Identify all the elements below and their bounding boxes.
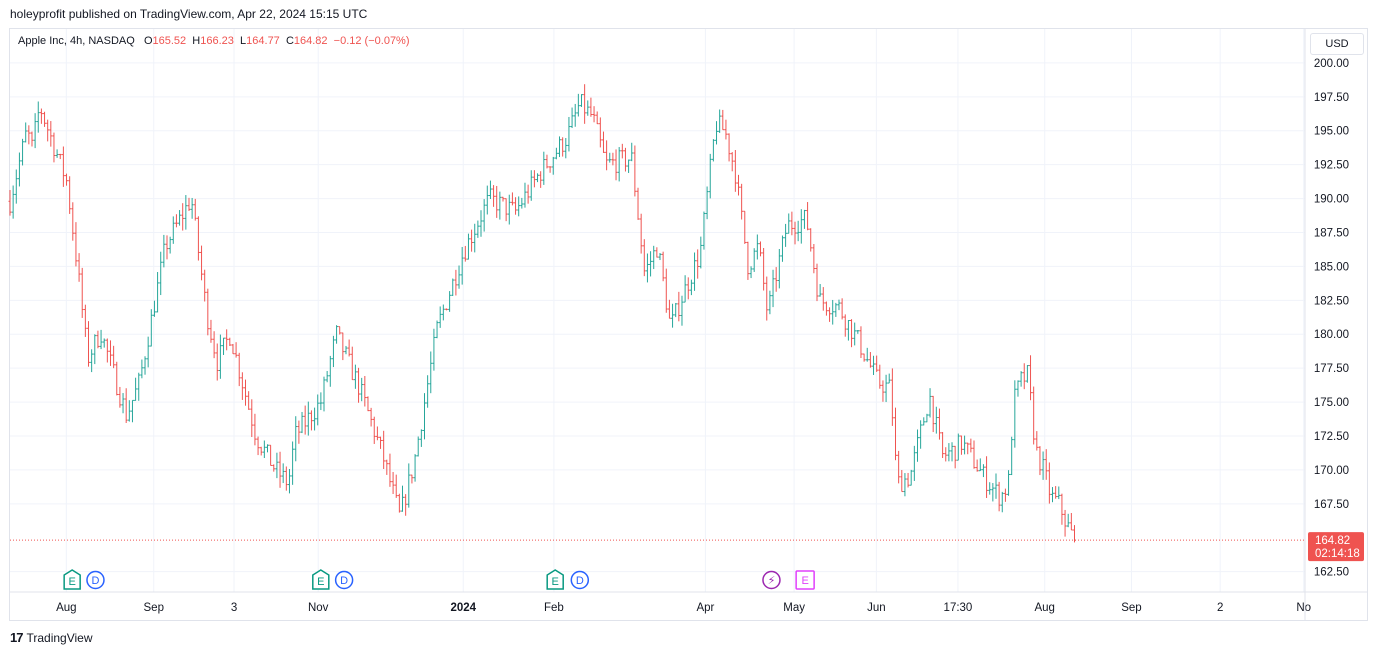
upcoming-earnings-marker-icon — [795, 570, 815, 590]
price-tick-label: 182.50 — [1314, 295, 1349, 307]
tradingview-footer[interactable]: 17 TradingView — [10, 630, 93, 645]
tradingview-logo-icon: 17 — [10, 630, 24, 645]
time-tick-label: 2 — [1217, 602, 1223, 614]
earnings-marker-label: E — [68, 576, 75, 588]
currency-button[interactable]: USD — [1310, 33, 1364, 55]
price-tick-label: 172.50 — [1314, 431, 1349, 443]
time-tick-label: Sep — [1121, 602, 1141, 614]
earnings-marker-label: E — [552, 576, 559, 588]
price-tick-label: 180.00 — [1314, 329, 1349, 341]
last-price-value: 164.82 — [1315, 535, 1350, 547]
price-tick-label: 167.50 — [1314, 499, 1349, 511]
dividend-marker-icon — [570, 570, 590, 590]
earnings-marker-icon — [312, 569, 330, 590]
price-tick-label: 195.00 — [1314, 126, 1349, 138]
time-tick-label: Aug — [1034, 602, 1054, 614]
earnings-marker-label: E — [317, 576, 324, 588]
price-tick-label: 177.50 — [1314, 363, 1349, 375]
open-value: 165.52 — [152, 35, 187, 47]
high-value: 166.23 — [200, 35, 234, 47]
dividend-marker-icon — [334, 570, 354, 590]
time-tick-label: Feb — [544, 602, 564, 614]
open-label: O — [143, 35, 153, 47]
split-marker-icon — [762, 570, 781, 590]
price-tick-label: 175.00 — [1314, 397, 1349, 409]
dividend-marker-label: D — [576, 575, 584, 587]
low-value: 164.77 — [246, 35, 280, 47]
time-tick-label: May — [783, 602, 805, 614]
chart-frame — [9, 28, 1368, 621]
countdown-timer: 02:14:18 — [1315, 548, 1360, 560]
low-label: L — [240, 35, 247, 47]
earnings-marker-icon — [63, 569, 81, 590]
time-tick-label: Sep — [144, 602, 164, 614]
close-value: 164.82 — [293, 35, 328, 47]
dividend-marker-icon — [86, 570, 105, 590]
time-tick-label: Nov — [308, 602, 329, 614]
dividend-marker-label: D — [91, 575, 99, 587]
change-value: −0.12 (−0.07%) — [333, 35, 410, 47]
split-marker-label: ⚡ — [768, 574, 776, 587]
price-tick-label: 162.50 — [1314, 567, 1349, 579]
time-tick-label: Apr — [696, 602, 714, 614]
earnings-marker-icon — [546, 569, 564, 590]
time-tick-label: 17:30 — [944, 602, 973, 614]
price-tick-label: 197.50 — [1314, 92, 1349, 104]
upcoming-earnings-marker-label: E — [801, 575, 808, 587]
dividend-marker-label: D — [340, 575, 348, 587]
price-tick-label: 187.50 — [1314, 227, 1349, 239]
price-tick-label: 190.00 — [1314, 194, 1349, 206]
time-tick-label: 3 — [231, 602, 237, 614]
price-tick-label: 170.00 — [1314, 465, 1349, 477]
high-label: H — [192, 35, 201, 47]
tradingview-brand: TradingView — [26, 630, 93, 645]
time-tick-label: 2024 — [450, 602, 476, 614]
publisher-line: holeyprofit published on TradingView.com… — [10, 7, 368, 21]
price-tick-label: 185.00 — [1314, 261, 1349, 273]
price-tick-label: 200.00 — [1314, 58, 1349, 70]
time-tick-label: Jun — [867, 602, 886, 614]
price-tick-label: 192.50 — [1314, 160, 1349, 172]
close-label: C — [285, 35, 294, 47]
time-tick-label: Aug — [56, 602, 76, 614]
last-price-badge — [1308, 532, 1364, 562]
symbol-legend: Apple Inc, 4h, NASDAQ O165.52 H166.23 L1… — [18, 35, 410, 47]
time-tick-label: No — [1296, 602, 1311, 614]
symbol-name: Apple Inc, 4h, NASDAQ — [18, 35, 135, 47]
